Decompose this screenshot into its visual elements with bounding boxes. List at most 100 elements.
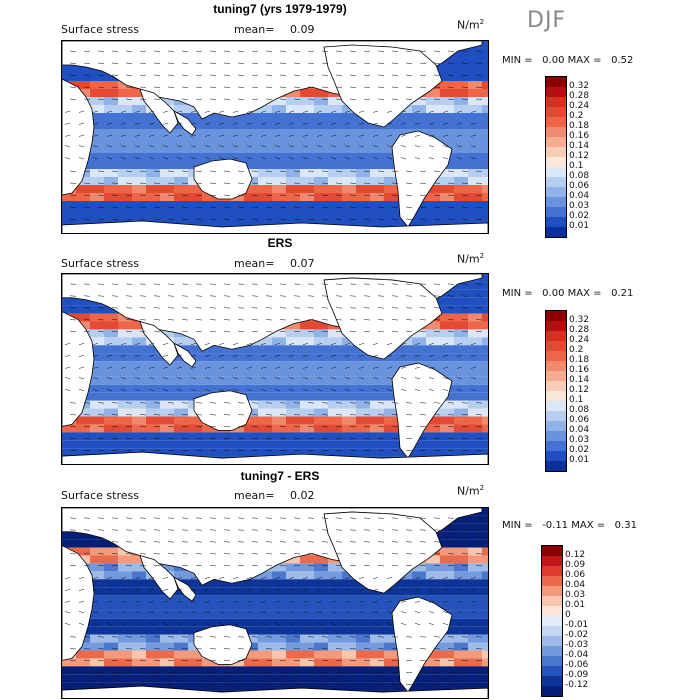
stress-arrow (433, 170, 441, 172)
stress-arrow (293, 194, 301, 196)
stress-arrow (456, 377, 463, 380)
stress-arrow (260, 366, 267, 369)
stress-arrow (330, 122, 337, 125)
stress-arrow (321, 182, 329, 184)
stress-arrow (316, 110, 323, 113)
panel-3-title: tuning7 - ERS (240, 469, 320, 483)
stress-arrow (442, 600, 449, 603)
stress-arrow (288, 354, 295, 357)
stress-arrow (92, 600, 99, 603)
stress-arrow (316, 354, 323, 357)
stress-arrow (106, 623, 113, 626)
stress-arrow (391, 62, 399, 64)
colorbar-swatch (546, 361, 566, 371)
stress-arrow (204, 389, 211, 392)
stress-arrow (232, 588, 239, 591)
panel-2-field-label: Surface stress (61, 257, 139, 270)
stress-arrow (293, 170, 301, 172)
stress-arrow (78, 577, 85, 579)
colorbar-swatch (542, 546, 562, 556)
panel-1-title: tuning7 (yrs 1979-1979) (213, 2, 347, 16)
panel-3-minmax: MIN = -0.11 MAX = 0.31 (502, 520, 637, 531)
stress-arrow (181, 218, 189, 220)
colorbar-tick-label: 0.06 (569, 415, 590, 425)
stress-arrow (223, 74, 231, 76)
stress-arrow (176, 145, 183, 148)
stress-arrow (358, 577, 365, 579)
stress-arrow (106, 110, 113, 113)
stress-arrow (363, 74, 371, 76)
stress-arrow (461, 98, 469, 100)
stress-arrow (442, 366, 449, 369)
stress-arrow (400, 366, 407, 369)
stress-arrow (302, 134, 309, 137)
stress-arrow (125, 206, 133, 208)
stress-arrow (209, 170, 217, 172)
colorbar-tick-label: 0.12 (565, 550, 586, 560)
stress-arrow (209, 182, 217, 184)
panel-1-minmax: MIN = 0.00 MAX = 0.52 (502, 55, 634, 66)
colorbar-tick-label: 0.14 (569, 375, 590, 385)
stress-arrow (461, 86, 469, 88)
stress-arrow (265, 170, 273, 172)
stress-arrow (391, 218, 399, 220)
colorbar-swatch (546, 87, 566, 97)
stress-arrow (428, 110, 435, 113)
stress-arrow (181, 206, 189, 208)
stress-arrow (442, 145, 449, 148)
stress-arrow (237, 206, 245, 208)
stress-arrow (260, 577, 267, 579)
stress-arrow (288, 389, 295, 392)
stress-arrow (195, 206, 203, 208)
stress-arrow (302, 343, 309, 345)
stress-arrow (190, 600, 197, 603)
stress-arrow (223, 194, 231, 196)
stress-arrow (148, 343, 155, 345)
stress-arrow (316, 389, 323, 392)
stress-arrow (251, 74, 259, 76)
stress-arrow (447, 194, 455, 196)
stress-arrow (106, 389, 113, 392)
stress-arrow (106, 611, 113, 614)
stress-arrow (414, 600, 421, 603)
stress-arrow (475, 74, 483, 76)
stress-arrow (78, 134, 85, 137)
stress-arrow (428, 611, 435, 614)
stress-arrow (475, 86, 483, 88)
stress-arrow (456, 623, 463, 626)
stress-arrow (302, 366, 309, 369)
stress-arrow (246, 354, 253, 357)
stress-arrow (330, 110, 337, 113)
season-label: DJF (527, 8, 567, 33)
stress-arrow (447, 50, 455, 52)
stress-arrow (190, 588, 197, 591)
stress-arrow (162, 110, 169, 113)
stress-arrow (204, 366, 211, 369)
stress-arrow (83, 86, 91, 88)
stress-arrow (265, 50, 273, 52)
stress-arrow (176, 577, 183, 579)
stress-arrow (274, 122, 281, 125)
stress-arrow (372, 366, 379, 369)
panel-3-colorbar (541, 545, 563, 697)
colorbar-tick-label: 0.02 (569, 445, 590, 455)
stress-arrow (176, 157, 183, 160)
stress-arrow (386, 354, 393, 357)
stress-arrow (391, 194, 399, 196)
stress-arrow (363, 182, 371, 184)
stress-arrow (83, 182, 91, 184)
colorbar-swatch (542, 676, 562, 686)
stress-arrow (69, 194, 77, 196)
stress-arrow (167, 74, 175, 76)
stress-arrow (274, 134, 281, 137)
colorbar-swatch (546, 381, 566, 391)
colorbar-swatch (546, 147, 566, 157)
stress-arrow (400, 588, 407, 591)
stress-arrow (335, 182, 343, 184)
stress-arrow (218, 623, 225, 626)
stress-arrow (218, 377, 225, 380)
stress-arrow (316, 145, 323, 148)
stress-arrow (419, 170, 427, 172)
stress-arrow (260, 623, 267, 626)
stress-arrow (414, 110, 421, 113)
